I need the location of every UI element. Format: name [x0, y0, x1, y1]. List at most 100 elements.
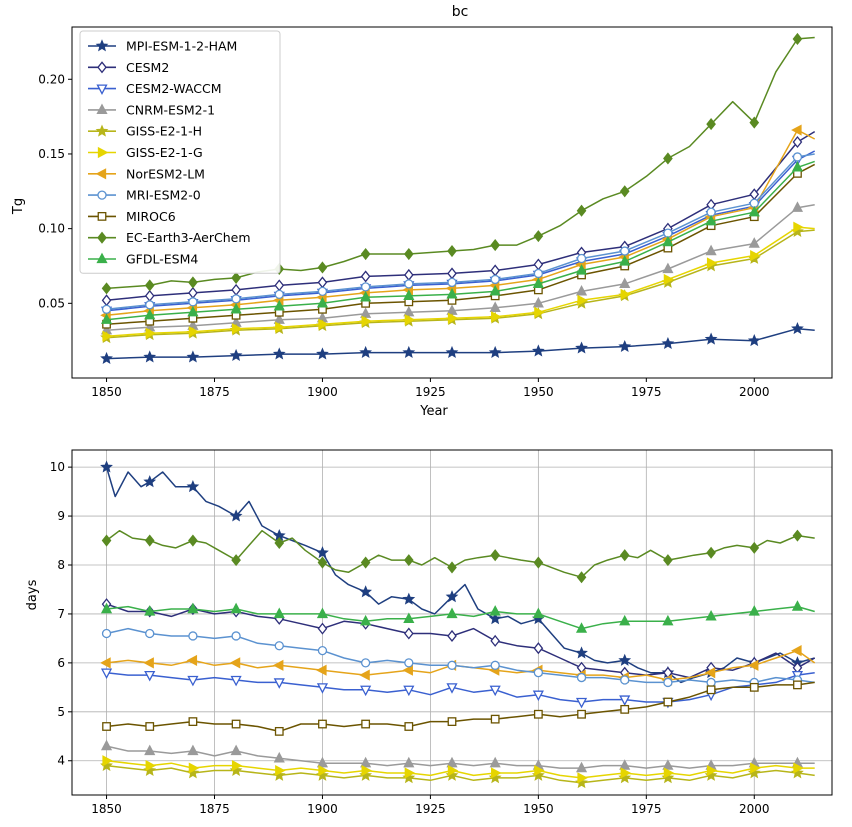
legend-label-cesm2-waccm: CESM2-WACCM — [126, 81, 222, 96]
p0-line-ec-earth3-aerchem — [106, 36, 815, 290]
p0-line-cesm2 — [106, 130, 816, 302]
p1-xtick-label-3: 1925 — [415, 802, 446, 816]
p1-point-miroc6-1940 — [490, 714, 500, 724]
p0-point-mri-esm2-0-1940 — [490, 274, 500, 285]
p0-point-giss-e2-1-g-1850 — [102, 330, 113, 342]
p1-ytick-label-4: 8 — [57, 558, 65, 572]
p1-point-cesm2-waccm-1900 — [316, 683, 329, 694]
p0-point-cnrm-esm2-1-1980 — [662, 262, 674, 274]
p0-xtick-label-1: 1875 — [199, 385, 230, 399]
p1-point-miroc6-1850 — [102, 722, 111, 731]
p0-line-cnrm-esm2-1 — [106, 203, 815, 331]
p0-legend-box — [79, 30, 281, 274]
p0-point-cesm2-1850 — [101, 294, 112, 307]
p1-point-cesm2-1920 — [403, 627, 414, 640]
p1-point-ec-earth3-aerchem-1950 — [533, 556, 544, 569]
p1-point-cnrm-esm2-1-1850 — [100, 739, 113, 751]
legend-label-giss-e2-1-g: GISS-E2-1-G — [126, 145, 203, 160]
p1-series-mpi-esm-1-2-ham — [100, 460, 815, 684]
p1-point-cesm2-waccm-1890 — [273, 678, 285, 689]
legend-item-giss-e2-1-h: GISS-E2-1-H — [88, 124, 202, 139]
p0-point-gfdl-esm4-1940 — [489, 284, 501, 296]
p1-point-miroc6-1870 — [188, 717, 198, 726]
p1-point-ec-earth3-aerchem-1990 — [706, 546, 716, 559]
p0-point-giss-e2-1-g-2010 — [793, 221, 804, 233]
p1-point-mpi-esm-1-2-ham-1940 — [488, 612, 502, 625]
p0-point-cnrm-esm2-1-1950 — [532, 296, 544, 308]
p1-point-cnrm-esm2-1-1940 — [489, 756, 501, 768]
p1-point-giss-e2-1-g-1980 — [663, 767, 675, 779]
p0-point-ec-earth3-aerchem-1850 — [101, 282, 112, 295]
p1-point-noresm2-lm-1990 — [704, 667, 716, 679]
p1-point-cesm2-waccm-1970 — [619, 695, 631, 706]
p1-series-ec-earth3-aerchem — [101, 529, 815, 584]
p0-series-ec-earth3-aerchem — [101, 32, 815, 295]
p0-point-ec-earth3-aerchem-1980 — [663, 152, 673, 165]
p0-point-ec-earth3-aerchem-1960 — [576, 204, 587, 217]
p1-point-cnrm-esm2-1-1920 — [403, 756, 415, 768]
legend-item-cesm2-waccm: CESM2-WACCM — [88, 81, 222, 96]
p1-point-gfdl-esm4-2010 — [791, 600, 804, 611]
legend-item-giss-e2-1-g: GISS-E2-1-G — [88, 145, 203, 160]
p1-point-cesm2-waccm-1870 — [187, 675, 199, 687]
p0-point-cesm2-1920 — [403, 268, 414, 281]
p0-point-gfdl-esm4-1850 — [100, 313, 113, 324]
p1-ytick-label-2: 6 — [57, 656, 65, 670]
p0-point-mpi-esm-1-2-ham-1920 — [402, 345, 416, 359]
p1-point-gfdl-esm4-1910 — [360, 614, 372, 626]
p1-point-giss-e2-1-g-1880 — [231, 760, 243, 772]
p0-point-gfdl-esm4-1980 — [662, 235, 674, 247]
p1-series-cesm2-waccm — [100, 668, 815, 709]
p1-point-giss-e2-1-g-1960 — [577, 772, 588, 784]
legend-marker-cnrm-esm2-1 — [96, 103, 108, 115]
p0-series-giss-e2-1-g — [102, 221, 815, 342]
p0-point-giss-e2-1-g-2000 — [750, 249, 761, 262]
p1-point-ec-earth3-aerchem-1920 — [403, 554, 414, 567]
p1-line-cnrm-esm2-1 — [106, 745, 815, 769]
p0-point-mri-esm2-0-1880 — [231, 294, 241, 304]
p0-series-mri-esm2-0 — [101, 152, 815, 314]
p0-point-cnrm-esm2-1-1960 — [575, 284, 588, 296]
p0-point-mpi-esm-1-2-ham-1880 — [229, 348, 243, 362]
p0-line-mpi-esm-1-2-ham — [106, 327, 815, 360]
p1-xtick-label-2: 1900 — [307, 802, 338, 816]
p0-point-mri-esm2-0-1960 — [576, 253, 587, 264]
p0-point-ec-earth3-aerchem-1940 — [490, 239, 501, 252]
p1-point-giss-e2-1-g-2010 — [793, 762, 804, 774]
p0-point-gfdl-esm4-1930 — [446, 287, 458, 299]
p0-series-mpi-esm-1-2-ham — [100, 322, 815, 365]
p0-point-cnrm-esm2-1-2000 — [748, 237, 760, 248]
p0-point-ec-earth3-aerchem-1950 — [533, 230, 544, 243]
top-panel-xlabel: Year — [419, 404, 448, 419]
p1-point-miroc6-1920 — [404, 722, 414, 731]
legend-marker-noresm2-lm — [95, 168, 107, 180]
p1-point-giss-e2-1-g-2000 — [750, 762, 761, 774]
p0-axes-frame — [71, 26, 833, 379]
p1-point-cnrm-esm2-1-1960 — [575, 761, 588, 773]
p1-point-cnrm-esm2-1-1860 — [144, 744, 156, 756]
legend-item-mpi-esm-1-2-ham: MPI-ESM-1-2-HAM — [88, 39, 237, 54]
p1-point-cesm2-waccm-1940 — [489, 685, 501, 697]
p1-point-ec-earth3-aerchem-1910 — [360, 556, 371, 569]
p0-point-gfdl-esm4-1890 — [273, 299, 285, 311]
figure-title: bc — [452, 4, 469, 20]
p0-point-mpi-esm-1-2-ham-1950 — [532, 344, 545, 357]
p0-point-giss-e2-1-g-1910 — [361, 315, 373, 327]
p1-point-giss-e2-1-g-1940 — [491, 767, 502, 779]
p1-point-mpi-esm-1-2-ham-1850 — [100, 460, 113, 473]
p1-point-ec-earth3-aerchem-1850 — [101, 534, 112, 547]
p0-point-gfdl-esm4-1880 — [230, 302, 242, 314]
p0-point-mpi-esm-1-2-ham-2010 — [791, 322, 804, 335]
p0-point-gfdl-esm4-1870 — [187, 305, 199, 317]
p1-point-cesm2-1950 — [533, 642, 544, 655]
p1-point-ec-earth3-aerchem-1900 — [317, 556, 328, 569]
p1-point-cesm2-waccm-1930 — [446, 683, 458, 694]
p0-point-ec-earth3-aerchem-1860 — [144, 279, 155, 292]
p1-point-ec-earth3-aerchem-1890 — [274, 536, 285, 550]
p0-point-giss-e2-1-g-1940 — [491, 311, 502, 323]
p0-point-ec-earth3-aerchem-1870 — [188, 276, 198, 289]
p1-ytick-label-1: 5 — [57, 705, 65, 719]
p1-point-giss-e2-1-g-1860 — [145, 760, 157, 772]
p1-point-cnrm-esm2-1-1870 — [187, 744, 199, 756]
p1-point-ec-earth3-aerchem-1960 — [576, 571, 587, 584]
